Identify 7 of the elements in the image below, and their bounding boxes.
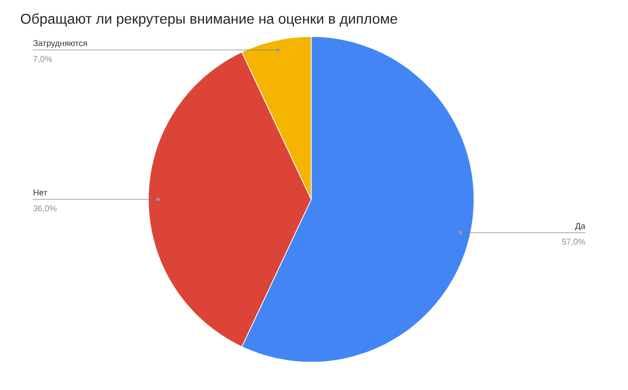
slice-label: Затрудняются: [33, 40, 87, 48]
chart-title: Обращают ли рекрутеры внимание на оценки в дипломе: [20, 13, 398, 27]
data-label: 36,0%: [33, 205, 56, 212]
slice-label: Да: [575, 223, 586, 231]
data-label: 7,0%: [34, 56, 52, 63]
data-label: 57,0%: [562, 238, 586, 246]
slice-label: Нет: [34, 190, 48, 196]
